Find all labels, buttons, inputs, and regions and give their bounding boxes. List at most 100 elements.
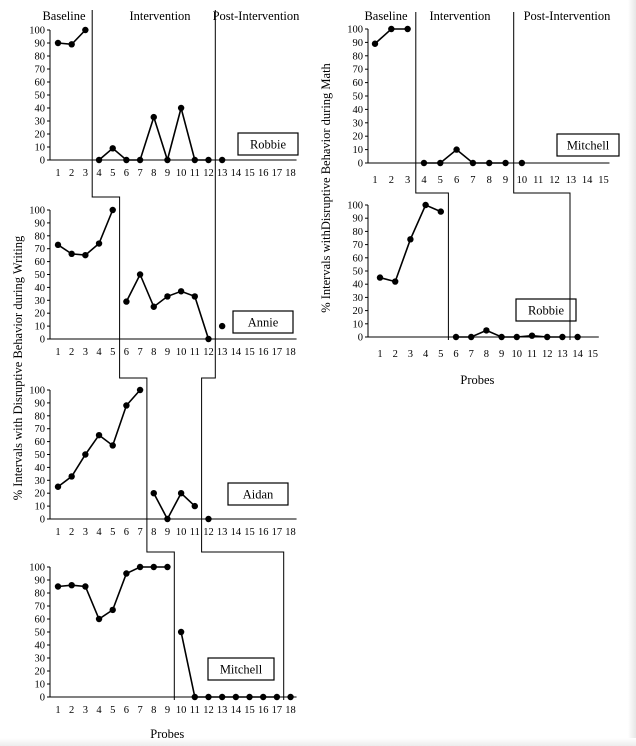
data-point-baseline xyxy=(82,451,89,458)
y-tick-label: 50 xyxy=(35,450,46,461)
data-point-baseline xyxy=(95,615,103,623)
data-point-baseline xyxy=(388,25,395,33)
data-point-intervention xyxy=(123,298,130,305)
data-point-baseline xyxy=(82,251,89,259)
data-point-intervention xyxy=(191,293,198,300)
data-point-intervention xyxy=(260,693,267,701)
data-point-intervention xyxy=(177,288,185,295)
student-name-label: Mitchell xyxy=(567,139,610,153)
x-tick-label: 11 xyxy=(190,527,200,538)
data-point-intervention xyxy=(483,327,490,334)
series-line-intervention xyxy=(424,148,506,164)
x-tick-label: 18 xyxy=(285,347,296,358)
x-tick-label: 7 xyxy=(137,168,142,179)
phase-change-line-math-baseline xyxy=(415,12,449,340)
y-tick-label: 20 xyxy=(353,306,364,317)
x-tick-label: 3 xyxy=(83,705,88,716)
x-tick-label: 5 xyxy=(110,168,115,179)
y-tick-label: 20 xyxy=(35,309,46,320)
y-tick-label: 50 xyxy=(353,92,364,103)
x-tick-label: 7 xyxy=(469,349,474,360)
y-tick-label: 30 xyxy=(35,476,46,487)
x-tick-label: 5 xyxy=(438,175,443,186)
x-tick-label: 6 xyxy=(124,347,129,358)
y-tick-label: 50 xyxy=(35,91,46,102)
x-tick-label: 13 xyxy=(217,527,228,538)
y-tick-label: 70 xyxy=(35,602,46,613)
x-tick-label: 9 xyxy=(499,349,504,360)
data-point-intervention xyxy=(150,303,157,310)
data-point-intervention xyxy=(513,333,520,341)
data-point-intervention xyxy=(232,693,240,701)
data-point-baseline xyxy=(68,473,75,480)
x-tick-label: 11 xyxy=(190,168,200,179)
y-tick-label: 90 xyxy=(353,38,364,49)
x-tick-label: 2 xyxy=(389,175,394,186)
student-name-box xyxy=(237,132,299,156)
phase-label-baseline: Baseline xyxy=(42,9,85,23)
y-tick-label: 0 xyxy=(358,333,363,344)
y-tick-label: 60 xyxy=(35,615,46,626)
series-line-baseline xyxy=(379,203,442,283)
data-point-post xyxy=(218,156,226,164)
x-tick-label: 10 xyxy=(176,347,187,358)
student-name-box xyxy=(207,657,275,681)
student-name-box xyxy=(227,482,289,506)
series-line-intervention xyxy=(125,272,210,340)
data-point-intervention xyxy=(453,146,460,153)
x-tick-label: 12 xyxy=(203,168,214,179)
y-tick-label: 40 xyxy=(353,105,364,116)
data-point-intervention xyxy=(123,156,130,164)
x-tick-label: 14 xyxy=(582,175,593,186)
x-axis-title: Probes xyxy=(460,373,494,387)
data-point-intervention xyxy=(95,156,103,164)
student-name-box xyxy=(515,298,577,322)
x-tick-label: 17 xyxy=(272,168,283,179)
x-tick-label: 17 xyxy=(272,347,283,358)
x-tick-label: 7 xyxy=(137,705,142,716)
x-tick-label: 9 xyxy=(165,527,170,538)
student-name-label: Annie xyxy=(248,316,279,330)
x-tick-label: 10 xyxy=(176,168,187,179)
x-tick-label: 10 xyxy=(512,349,523,360)
y-tick-label: 10 xyxy=(35,502,46,513)
x-tick-label: 1 xyxy=(372,175,377,186)
data-point-intervention xyxy=(177,490,185,497)
x-tick-label: 1 xyxy=(55,347,60,358)
y-tick-label: 80 xyxy=(353,227,364,238)
y-tick-label: 80 xyxy=(35,589,46,600)
student-name-box xyxy=(232,310,294,334)
data-point-baseline xyxy=(404,25,411,33)
y-tick-label: 80 xyxy=(35,231,46,242)
data-point-intervention xyxy=(164,156,171,164)
x-tick-label: 8 xyxy=(151,168,156,179)
x-tick-label: 5 xyxy=(110,705,115,716)
y-tick-label: 30 xyxy=(35,296,46,307)
data-point-intervention xyxy=(191,156,198,164)
x-tick-label: 14 xyxy=(231,705,242,716)
series-line-baseline xyxy=(57,209,114,256)
data-point-intervention xyxy=(502,159,509,167)
x-tick-label: 1 xyxy=(55,168,60,179)
data-point-baseline xyxy=(109,206,116,214)
x-tick-label: 14 xyxy=(231,347,242,358)
x-tick-label: 8 xyxy=(151,705,156,716)
x-tick-label: 3 xyxy=(83,527,88,538)
x-tick-label: 18 xyxy=(285,168,296,179)
x-tick-label: 15 xyxy=(244,347,255,358)
x-tick-label: 15 xyxy=(598,175,609,186)
data-point-intervention xyxy=(205,335,212,343)
data-point-intervention xyxy=(205,693,212,701)
x-tick-label: 6 xyxy=(454,175,459,186)
data-point-intervention xyxy=(469,159,477,167)
data-point-baseline xyxy=(136,563,144,571)
data-point-baseline xyxy=(95,240,103,247)
x-tick-label: 12 xyxy=(203,705,214,716)
x-tick-label: 15 xyxy=(244,168,255,179)
data-point-post xyxy=(218,322,226,330)
data-point-baseline xyxy=(376,274,384,281)
